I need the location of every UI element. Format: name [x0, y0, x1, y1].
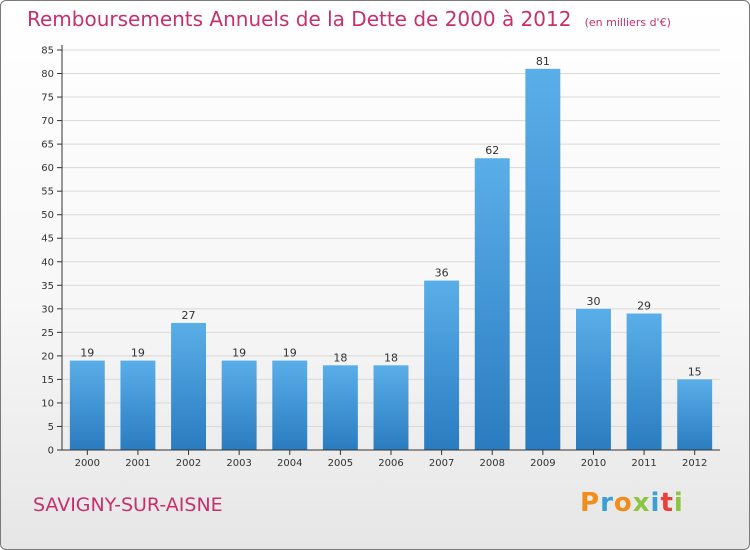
bar-value-label: 81: [536, 55, 550, 68]
bar-2009: [525, 68, 561, 450]
y-tick-label: 20: [41, 351, 54, 362]
x-tick-label: 2010: [581, 458, 606, 469]
y-tick-label: 75: [41, 93, 54, 104]
bar-value-label: 27: [182, 309, 196, 322]
y-tick-label: 45: [41, 234, 54, 245]
bar-value-label: 18: [384, 351, 398, 364]
chart-subtitle: (en milliers d'€): [584, 16, 671, 29]
y-tick-label: 60: [41, 163, 54, 174]
logo-letter: t: [660, 488, 674, 518]
y-tick-label: 65: [41, 140, 54, 151]
x-tick-label: 2000: [75, 458, 100, 469]
logo-letter: x: [632, 488, 651, 518]
title-row: Remboursements Annuels de la Dette de 20…: [27, 7, 671, 31]
bar-2004: [272, 360, 308, 450]
x-tick-label: 2007: [429, 458, 454, 469]
bar-value-label: 62: [485, 144, 499, 157]
y-tick-label: 70: [41, 116, 54, 127]
x-tick-label: 2009: [530, 458, 555, 469]
y-tick-label: 85: [41, 46, 54, 57]
bar-2008: [474, 158, 510, 450]
x-tick-label: 2005: [328, 458, 353, 469]
y-tick-label: 40: [41, 257, 54, 268]
x-tick-label: 2008: [480, 458, 505, 469]
y-tick-label: 10: [41, 398, 54, 409]
x-tick-label: 2012: [682, 458, 707, 469]
proxiti-logo: Proxiti: [580, 488, 684, 518]
y-tick-label: 80: [41, 69, 54, 80]
y-tick-label: 25: [41, 328, 54, 339]
logo-letter: P: [580, 488, 601, 518]
bar-2010: [575, 308, 611, 450]
bar-value-label: 19: [131, 347, 145, 360]
bar-2001: [120, 360, 156, 450]
logo-letter: i: [650, 488, 661, 518]
bar-2007: [424, 280, 460, 450]
logo-letter: o: [613, 488, 633, 518]
bar-2011: [626, 313, 662, 450]
bar-value-label: 19: [80, 347, 94, 360]
bar-value-label: 36: [435, 267, 449, 280]
bar-value-label: 18: [333, 351, 347, 364]
logo-letter: i: [673, 488, 684, 518]
axes: 0 5 10 15 20 25 30 35 40 45 50 55 60 65 70 75 80 85 2000 20…: [41, 45, 720, 469]
y-tick-label: 30: [41, 304, 54, 315]
y-tick-label: 35: [41, 281, 54, 292]
y-tick-label: 0: [48, 446, 54, 457]
y-tick-label: 50: [41, 210, 54, 221]
chart-title: Remboursements Annuels de la Dette de 20…: [27, 7, 572, 31]
logo-letter: r: [600, 488, 614, 518]
x-tick-label: 2011: [631, 458, 656, 469]
y-tick-label: 55: [41, 187, 54, 198]
bar-value-label: 30: [586, 295, 600, 308]
x-tick-label: 2004: [277, 458, 302, 469]
bar-value-label: 15: [688, 365, 702, 378]
bar-value-label: 19: [283, 347, 297, 360]
bar-2005: [322, 365, 358, 450]
bar-2000: [69, 360, 105, 450]
x-tick-label: 2006: [378, 458, 403, 469]
commune-name: SAVIGNY-SUR-AISNE: [33, 494, 223, 516]
bar-value-label: 29: [637, 300, 651, 313]
y-tick-label: 15: [41, 375, 54, 386]
y-tick-label: 5: [48, 422, 54, 433]
x-tick-label: 2001: [125, 458, 150, 469]
bar-2012: [677, 379, 713, 450]
x-tick-label: 2003: [226, 458, 251, 469]
bar-value-label: 19: [232, 347, 246, 360]
bar-2003: [221, 360, 257, 450]
bar-2006: [373, 365, 409, 450]
bars: 19 19 27 19 19 18 18 36 62 81 30 29 15: [69, 55, 713, 450]
x-tick-label: 2002: [176, 458, 201, 469]
bar-2002: [171, 322, 207, 450]
